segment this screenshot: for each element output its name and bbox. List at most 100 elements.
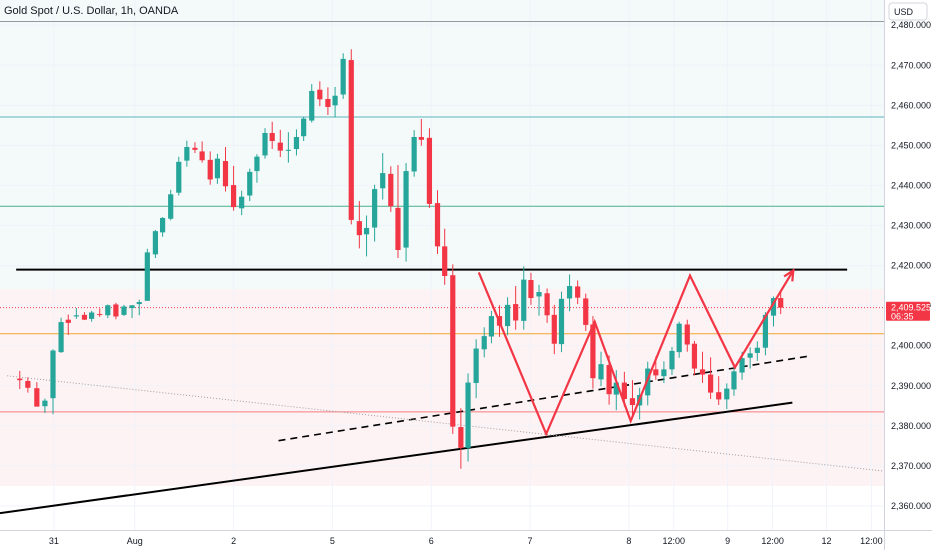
chart-title: Gold Spot / U.S. Dollar, 1h, OANDA — [4, 5, 179, 17]
candle-body — [536, 292, 542, 297]
time-axis[interactable]: 31 Aug 2 5 6 7 8 12:00 9 12:00 12 12:00 — [49, 536, 883, 546]
candle-body — [551, 314, 557, 344]
candle-body — [136, 302, 142, 305]
candle-body — [762, 314, 769, 348]
candle-body — [629, 398, 636, 406]
candle-body — [372, 189, 378, 228]
candle-body — [356, 221, 362, 236]
candle-body — [42, 400, 48, 407]
candle-body — [669, 350, 675, 370]
candle-body — [481, 336, 487, 350]
candle-body — [105, 305, 111, 316]
candle-body — [176, 161, 182, 193]
price-tick-label: 2,400.000 — [891, 341, 931, 351]
candle-body — [708, 374, 714, 393]
price-tick-label: 2,470.000 — [891, 60, 931, 70]
candle-body — [590, 324, 596, 379]
time-tick-label: 6 — [429, 536, 434, 546]
candle-body — [332, 95, 338, 106]
candle-body — [395, 207, 401, 250]
candle-body — [325, 98, 331, 107]
candle-body — [160, 217, 166, 233]
candle-body — [293, 137, 300, 150]
time-tick-label: 12:00 — [761, 536, 784, 546]
grid-lines — [0, 0, 884, 530]
candle-body — [348, 60, 354, 220]
price-tick-label: 2,460.000 — [891, 100, 931, 110]
candle-body — [144, 252, 150, 301]
candle-body — [575, 286, 581, 298]
trend-lines — [0, 354, 885, 515]
candle-body — [17, 378, 23, 381]
candle-body — [691, 343, 698, 369]
time-tick-label: 5 — [330, 536, 335, 546]
candle-body — [207, 159, 213, 180]
candle-body — [380, 173, 386, 189]
time-tick-label: 8 — [626, 536, 631, 546]
price-axis[interactable]: 2,480.000 2,470.000 2,460.000 2,450.000 2,44… — [891, 20, 931, 511]
currency-badge[interactable] — [888, 2, 928, 21]
candle-body — [598, 364, 604, 380]
candle-body — [50, 350, 56, 399]
candle-body — [739, 358, 745, 373]
candle-body — [222, 161, 229, 187]
candle-body — [731, 371, 737, 390]
candle-body — [566, 286, 573, 299]
candle-body — [473, 348, 479, 383]
candle-body — [73, 315, 79, 317]
candle-body — [747, 353, 753, 358]
time-tick-label: 2 — [231, 536, 236, 546]
candle-body — [583, 298, 589, 325]
candle-body — [521, 279, 527, 321]
candle-body — [450, 275, 456, 427]
price-tick-label: 2,480.000 — [891, 20, 931, 30]
candle-body — [121, 306, 127, 315]
time-tick-label: 12 — [821, 536, 831, 546]
price-tick-label: 2,390.000 — [891, 381, 931, 391]
candle-body — [199, 151, 205, 161]
trend-line — [278, 354, 812, 442]
candle-body — [724, 388, 730, 400]
candle-body — [676, 323, 682, 353]
candle-body — [129, 305, 135, 309]
candle-body — [192, 147, 198, 150]
time-tick-label: 31 — [49, 536, 59, 546]
candle-body — [699, 369, 706, 375]
candle-body — [621, 382, 627, 400]
price-tick-label: 2,430.000 — [891, 221, 931, 231]
projection-path — [477, 269, 795, 437]
candle-body — [418, 137, 424, 140]
candle-body — [528, 280, 534, 299]
candle-body — [504, 304, 511, 327]
candle-body — [544, 293, 550, 316]
candle-body — [230, 185, 237, 208]
time-tick-label: 7 — [528, 536, 533, 546]
time-tick-label: 12:00 — [860, 536, 883, 546]
projection-pattern — [477, 268, 795, 437]
candle-body — [442, 246, 448, 277]
candle-body — [58, 322, 64, 353]
candle-body — [113, 304, 119, 317]
candle-body — [426, 137, 433, 204]
candle-body — [254, 156, 260, 172]
candle-body — [754, 347, 760, 353]
price-tick-label: 2,420.000 — [891, 261, 931, 271]
countdown-label: 06:35 — [891, 312, 914, 322]
candle-body — [778, 298, 784, 308]
candle-body — [269, 133, 275, 142]
candle-body — [661, 369, 667, 377]
support-zone-shade — [0, 289, 884, 486]
last-price-label: 2,409.525 — [891, 303, 931, 313]
candle-body — [434, 203, 441, 247]
candle-body — [65, 319, 71, 323]
time-tick-label: 12:00 — [663, 536, 686, 546]
price-tick-label: 2,450.000 — [891, 140, 931, 150]
candle-body — [340, 58, 346, 95]
candle-body — [184, 147, 190, 161]
candle-body — [558, 298, 565, 345]
candle-body — [606, 364, 612, 395]
projection-arrowhead — [783, 268, 795, 282]
candle-body — [214, 158, 221, 179]
candle-body — [25, 380, 31, 388]
